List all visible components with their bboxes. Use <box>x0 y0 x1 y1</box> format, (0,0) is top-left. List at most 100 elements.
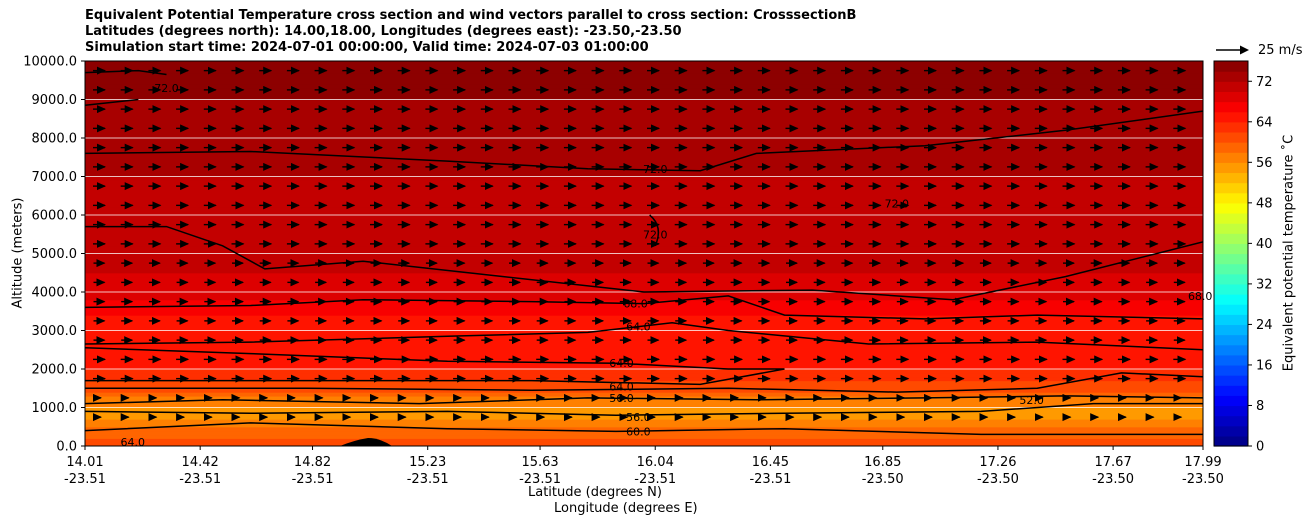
contour-label: 52.0 <box>1019 394 1044 407</box>
colorbar-segment <box>1214 162 1248 174</box>
colorbar-segment <box>1214 212 1248 224</box>
contour-labels: 72.072.072.072.068.064.064.064.056.056.0… <box>121 82 1213 449</box>
field-band <box>85 288 1203 293</box>
field-band <box>85 95 1203 101</box>
field-band <box>85 261 1203 266</box>
colorbar-segment <box>1214 81 1248 92</box>
field-band <box>85 322 1203 328</box>
field-band <box>85 249 1203 255</box>
x-tick-label-lat: 16.04 <box>637 455 674 470</box>
field-band <box>85 164 1203 170</box>
colorbar-segment <box>1214 364 1248 376</box>
field-band <box>85 326 1203 332</box>
field-band <box>85 365 1203 370</box>
field-band <box>85 138 1203 143</box>
y-tick-label: 1000.0 <box>32 401 78 416</box>
field-band <box>85 361 1203 366</box>
x-tick-label-lon: -23.50 <box>1092 472 1134 487</box>
plot-area <box>85 61 1203 446</box>
field-band <box>85 307 1203 312</box>
field-band <box>85 103 1203 108</box>
colorbar-segment <box>1214 91 1248 103</box>
x-axis-label-secondary: Longitude (degrees E) <box>554 501 698 516</box>
field-band <box>85 195 1203 201</box>
contour-label: 72.0 <box>154 82 179 95</box>
contour-line <box>85 402 1203 416</box>
field-band <box>85 80 1203 85</box>
x-tick-label-lat: 16.45 <box>752 455 789 470</box>
y-axis: 0.0 1000.0 2000.0 3000.0 4000.0 5000.0 6000.0 7… <box>23 55 85 455</box>
colorbar-tick-label: 64 <box>1256 115 1273 130</box>
x-tick-label-lat: 14.42 <box>182 455 219 470</box>
x-tick-label-lon: -23.51 <box>64 472 106 487</box>
field-band <box>85 268 1203 274</box>
field-band <box>85 126 1203 131</box>
colorbar-tick-label: 72 <box>1256 75 1273 90</box>
field-band <box>85 430 1203 436</box>
field-band <box>85 349 1203 355</box>
colorbar-tick-label: 16 <box>1256 358 1273 373</box>
field-band <box>85 299 1203 305</box>
title-line-2: Latitudes (degrees north): 14.00,18.00, … <box>85 24 682 39</box>
field-band <box>85 199 1203 205</box>
colorbar-segment <box>1214 395 1248 407</box>
y-tick-label: 9000.0 <box>32 93 78 108</box>
field-band <box>85 157 1203 162</box>
field-band <box>85 114 1203 120</box>
colorbar-segment <box>1214 415 1248 427</box>
field-band <box>85 207 1203 212</box>
colorbar-segment <box>1214 152 1248 163</box>
x-tick-label-lon: -23.50 <box>977 472 1019 487</box>
contour-label: 64.0 <box>121 436 146 449</box>
colorbar-segment <box>1214 202 1248 214</box>
field-band <box>85 372 1203 378</box>
x-tick-label-lat: 14.82 <box>294 455 331 470</box>
field-band <box>85 188 1203 193</box>
y-tick-label: 4000.0 <box>32 286 78 301</box>
colorbar-segment <box>1214 334 1248 346</box>
colorbar-segment <box>1214 354 1248 366</box>
contour-line <box>85 372 1203 393</box>
field-band <box>85 87 1203 93</box>
field-band <box>85 442 1203 446</box>
field-band <box>85 399 1203 405</box>
contour-label: 64.0 <box>626 321 651 334</box>
field-band <box>85 68 1203 74</box>
colorbar-segment <box>1214 71 1248 82</box>
field-band <box>85 172 1203 178</box>
x-axis-label: Latitude (degrees N) <box>528 485 662 500</box>
x-tick-label-lon: -23.51 <box>749 472 791 487</box>
field-band <box>85 284 1203 289</box>
colorbar-segment <box>1214 273 1248 285</box>
contour-line <box>85 422 1203 436</box>
field-band <box>85 153 1203 158</box>
field-band <box>85 280 1203 285</box>
field-band <box>85 411 1203 416</box>
field-band <box>85 253 1203 258</box>
field-band <box>85 226 1203 231</box>
field-band <box>85 176 1203 181</box>
field-band <box>85 419 1203 424</box>
field-band <box>85 91 1203 97</box>
x-tick-label-lon: -23.50 <box>1182 472 1224 487</box>
field-band <box>85 353 1203 359</box>
colorbar-segment <box>1214 385 1248 396</box>
field-band <box>85 222 1203 228</box>
contour-label: 64.0 <box>609 380 634 393</box>
colorbar-segment <box>1214 131 1248 143</box>
colorbar-segment <box>1214 304 1248 315</box>
x-tick-label-lat: 15.23 <box>409 455 446 470</box>
x-tick-label-lon: -23.51 <box>634 472 676 487</box>
field-band <box>85 215 1203 220</box>
colorbar-segment <box>1214 425 1248 437</box>
theta-e-field <box>85 61 1203 446</box>
field-band <box>85 426 1203 432</box>
field-band <box>85 161 1203 166</box>
field-band <box>85 168 1203 174</box>
y-axis-label: Altitude (meters) <box>10 197 26 309</box>
x-tick-label-lat: 17.99 <box>1184 455 1221 470</box>
y-tick-label: 3000.0 <box>32 324 78 339</box>
x-tick-label-lon: -23.51 <box>519 472 561 487</box>
field-band <box>85 338 1203 343</box>
field-band <box>85 234 1203 239</box>
